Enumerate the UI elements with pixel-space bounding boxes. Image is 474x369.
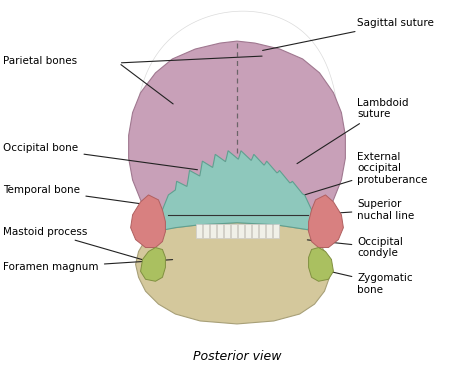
Polygon shape	[309, 195, 343, 248]
Bar	[259, 224, 265, 238]
Bar	[224, 224, 230, 238]
Text: Parietal bones: Parietal bones	[3, 56, 78, 66]
Text: Zygomatic
bone: Zygomatic bone	[332, 272, 413, 295]
Bar	[273, 224, 279, 238]
Text: Temporal bone: Temporal bone	[3, 185, 146, 204]
Bar	[203, 224, 209, 238]
Bar	[217, 224, 223, 238]
Text: Superior
nuchal line: Superior nuchal line	[312, 199, 415, 221]
Bar	[210, 224, 216, 238]
Bar	[238, 224, 244, 238]
Polygon shape	[141, 248, 165, 281]
Text: Posterior view: Posterior view	[193, 350, 281, 363]
Text: Occipital
condyle: Occipital condyle	[307, 237, 403, 258]
Text: Occipital bone: Occipital bone	[3, 143, 198, 170]
Polygon shape	[158, 151, 315, 230]
Polygon shape	[309, 248, 333, 281]
Bar	[252, 224, 258, 238]
Bar	[245, 224, 251, 238]
Text: External
occipital
protuberance: External occipital protuberance	[297, 152, 428, 197]
Text: Foramen magnum: Foramen magnum	[3, 260, 173, 272]
Bar	[196, 224, 202, 238]
Bar	[231, 224, 237, 238]
Polygon shape	[131, 195, 165, 248]
Polygon shape	[128, 41, 346, 230]
Text: Lambdoid
suture: Lambdoid suture	[297, 98, 409, 163]
Polygon shape	[136, 223, 329, 324]
Bar	[266, 224, 272, 238]
Text: Sagittal suture: Sagittal suture	[263, 18, 434, 51]
Text: Mastoid process: Mastoid process	[3, 227, 146, 261]
